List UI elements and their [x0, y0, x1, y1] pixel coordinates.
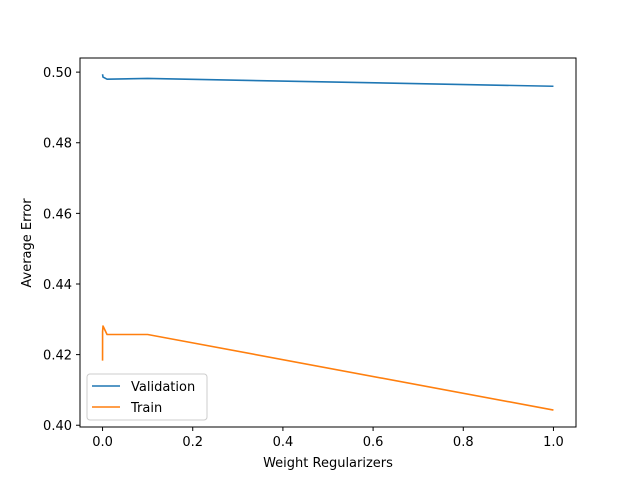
x-axis-ticks: 0.0 0.2 0.4 0.6 0.8 1.0 — [92, 427, 564, 450]
y-tick-label: 0.48 — [43, 137, 72, 152]
x-axis-label: Weight Regularizers — [263, 456, 393, 471]
y-axis-ticks: 0.40 0.42 0.44 0.46 0.48 0.50 — [43, 66, 80, 434]
x-tick-label: 0.2 — [182, 435, 203, 450]
x-tick-label: 0.6 — [363, 435, 384, 450]
x-tick-label: 0.4 — [273, 435, 294, 450]
x-tick-label: 0.0 — [92, 435, 113, 450]
series-line-train — [101, 325, 554, 411]
x-tick-label: 1.0 — [543, 435, 564, 450]
y-tick-label: 0.44 — [43, 278, 72, 293]
y-axis-label: Average Error — [20, 198, 35, 288]
y-tick-label: 0.42 — [43, 349, 72, 364]
legend-label-validation: Validation — [131, 380, 195, 395]
axes-frame — [79, 57, 577, 428]
legend-label-train: Train — [130, 401, 162, 416]
x-tick-label: 0.8 — [453, 435, 474, 450]
plot-lines — [101, 74, 554, 411]
y-tick-label: 0.50 — [43, 66, 72, 81]
legend: Validation Train — [86, 373, 208, 421]
y-tick-label: 0.46 — [43, 207, 72, 222]
y-tick-label: 0.40 — [43, 419, 72, 434]
series-line-validation — [101, 74, 554, 88]
